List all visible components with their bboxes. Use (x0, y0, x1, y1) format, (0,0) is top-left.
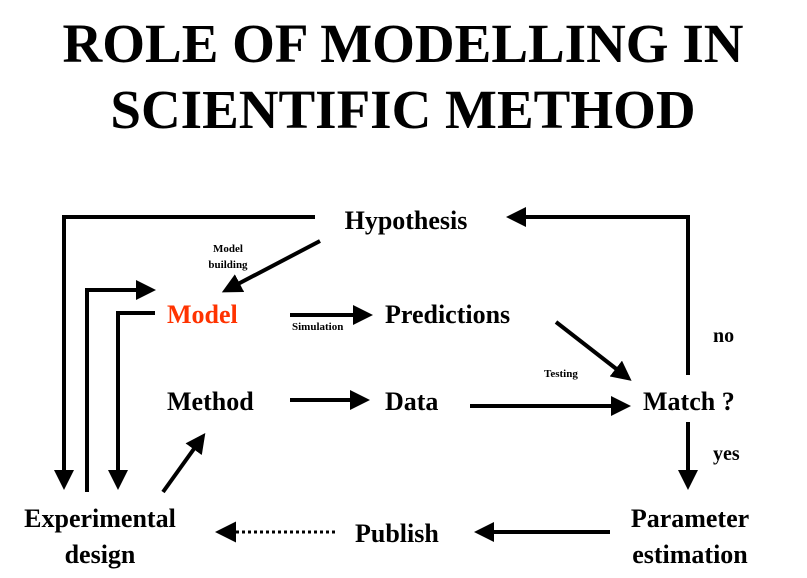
arrow-experimental-to-method (161, 432, 206, 494)
arrow-experimental-to-model (85, 280, 156, 492)
node-data: Data (385, 387, 438, 416)
node-method: Method (167, 387, 254, 416)
label-model-building-line-1: Model (213, 243, 243, 255)
node-match: Match ? (643, 387, 735, 416)
arrow-hypothesis-to-experimental (54, 215, 315, 490)
arrow-match-no-to-hypothesis (506, 207, 690, 375)
label-testing: Testing (544, 368, 578, 380)
arrow-hypothesis-to-model (221, 239, 321, 293)
label-model-building-line-2: building (208, 259, 248, 271)
title-line-1: ROLE OF MODELLING IN (63, 13, 744, 74)
node-hypothesis: Hypothesis (345, 206, 468, 235)
arrow-predictions-to-match (554, 320, 632, 381)
label-no: no (713, 325, 734, 347)
node-predictions: Predictions (385, 300, 510, 329)
title-line-2: SCIENTIFIC METHOD (110, 79, 695, 140)
node-experimental-line-1: Experimental (24, 504, 176, 533)
label-yes: yes (713, 443, 740, 465)
node-parameter-line-1: Parameter (631, 504, 749, 533)
node-publish: Publish (355, 519, 439, 548)
node-model: Model (167, 300, 238, 329)
node-parameter-line-2: estimation (632, 540, 748, 569)
arrow-model-to-experimental (108, 311, 155, 490)
label-simulation: Simulation (292, 321, 343, 333)
node-experimental-line-2: design (65, 540, 136, 569)
